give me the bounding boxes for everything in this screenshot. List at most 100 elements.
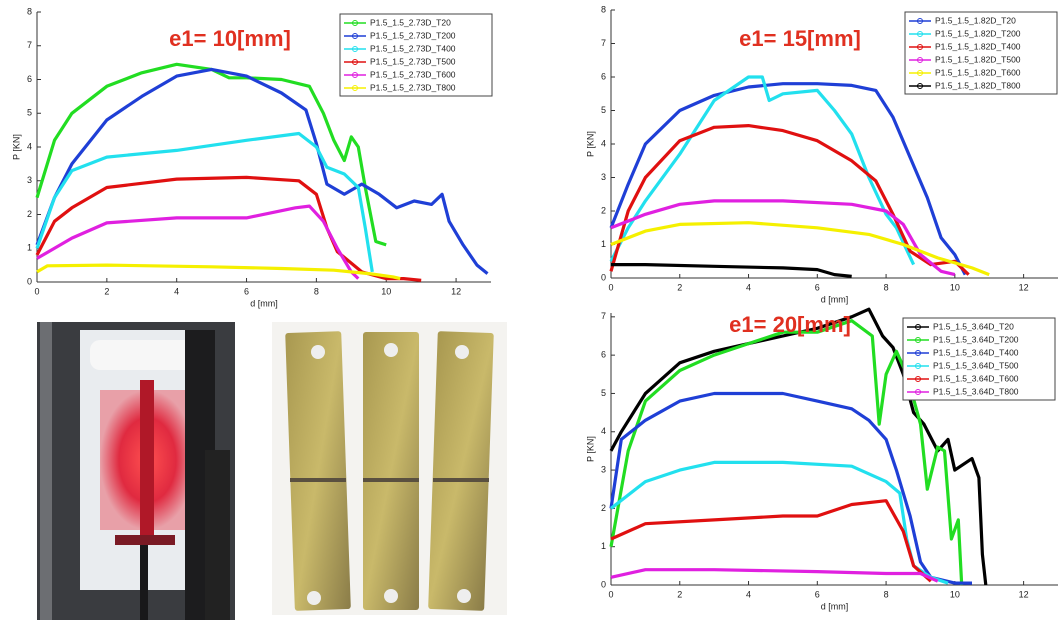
y-tick-label: 6 (27, 74, 32, 84)
x-axis-label: d [mm] (250, 298, 278, 308)
x-tick-label: 2 (677, 282, 682, 292)
y-tick-label: 6 (601, 71, 606, 81)
y-tick-label: 1 (27, 243, 32, 253)
x-tick-label: 2 (677, 589, 682, 599)
legend-label: P1.5_1.5_1.82D_T500 (935, 54, 1021, 64)
chart-title: e1= 20[mm] (729, 312, 851, 337)
legend: P1.5_1.5_1.82D_T20 P1.5_1.5_1.82D_T200 P1.… (904, 11, 1058, 95)
data-line (609, 307, 988, 586)
data-line (610, 221, 990, 277)
legend-box (339, 13, 493, 97)
legend-label: P1.5_1.5_1.82D_T600 (935, 67, 1021, 77)
legend-marker (915, 389, 921, 395)
data-line (35, 175, 422, 282)
x-tick-label: 12 (1019, 282, 1029, 292)
data-line (35, 131, 374, 273)
x-tick-label: 8 (884, 589, 889, 599)
y-tick-label: 5 (601, 105, 606, 115)
legend: P1.5_1.5_2.73D_T20 P1.5_1.5_2.73D_T200 P1.… (339, 13, 493, 97)
y-tick-label: 4 (601, 138, 606, 148)
y-axis-label: P [KN] (11, 134, 21, 160)
legend-marker (915, 376, 921, 382)
legend-marker (352, 33, 358, 39)
y-tick-label: 7 (601, 38, 606, 48)
y-tick-label: 2 (601, 503, 606, 513)
data-line (35, 67, 489, 275)
y-tick-label: 8 (27, 6, 32, 16)
legend-label: P1.5_1.5_3.64D_T20 (933, 321, 1014, 331)
legend-marker (915, 337, 921, 343)
y-tick-label: 2 (27, 209, 32, 219)
legend-box (902, 317, 1056, 401)
chart-title: e1= 10[mm] (169, 26, 291, 51)
x-tick-label: 4 (174, 286, 179, 296)
legend-marker (352, 46, 358, 52)
legend-label: P1.5_1.5_1.82D_T800 (935, 80, 1021, 90)
furnace-photo (37, 322, 235, 620)
y-axis-label: P [KN] (585, 436, 595, 462)
x-tick-label: 6 (815, 589, 820, 599)
legend-label: P1.5_1.5_3.64D_T600 (933, 373, 1019, 383)
legend-label: P1.5_1.5_3.64D_T800 (933, 386, 1019, 396)
legend-marker (352, 59, 358, 65)
data-line (610, 568, 939, 583)
y-tick-label: 7 (601, 311, 606, 321)
legend-marker (352, 85, 358, 91)
x-tick-label: 0 (608, 589, 613, 599)
legend: P1.5_1.5_3.64D_T20 P1.5_1.5_3.64D_T200 P1.… (902, 317, 1056, 401)
x-tick-label: 8 (314, 286, 319, 296)
legend-label: P1.5_1.5_2.73D_T200 (370, 30, 456, 40)
y-tick-label: 3 (601, 172, 606, 182)
y-tick-label: 0 (601, 272, 606, 282)
y-axis-label: P [KN] (585, 131, 595, 157)
legend-label: P1.5_1.5_2.73D_T400 (370, 43, 456, 53)
legend-label: P1.5_1.5_3.64D_T200 (933, 334, 1019, 344)
legend-label: P1.5_1.5_1.82D_T400 (935, 41, 1021, 51)
x-tick-label: 12 (1019, 589, 1029, 599)
data-line (610, 199, 956, 277)
legend-label: P1.5_1.5_2.73D_T500 (370, 56, 456, 66)
legend-label: P1.5_1.5_2.73D_T20 (370, 17, 451, 27)
legend-label: P1.5_1.5_3.64D_T500 (933, 360, 1019, 370)
legend-marker (915, 363, 921, 369)
chart-title: e1= 15[mm] (739, 26, 861, 51)
y-tick-label: 3 (27, 175, 32, 185)
y-tick-label: 7 (27, 40, 32, 50)
x-tick-label: 4 (746, 589, 751, 599)
data-line (36, 263, 401, 281)
y-tick-label: 5 (27, 108, 32, 118)
legend-marker (915, 350, 921, 356)
y-tick-label: 4 (601, 426, 606, 436)
x-tick-label: 10 (950, 589, 960, 599)
x-tick-label: 10 (950, 282, 960, 292)
y-tick-label: 4 (27, 141, 32, 151)
y-tick-label: 3 (601, 464, 606, 474)
x-axis-label: d [mm] (821, 294, 849, 304)
y-tick-label: 0 (27, 276, 32, 286)
y-tick-label: 6 (601, 350, 606, 360)
x-tick-label: 4 (746, 282, 751, 292)
legend-marker (915, 324, 921, 330)
legend-label: P1.5_1.5_1.82D_T200 (935, 28, 1021, 38)
data-line (36, 204, 360, 280)
x-tick-label: 0 (608, 282, 613, 292)
data-line (609, 124, 970, 276)
x-tick-label: 6 (815, 282, 820, 292)
y-tick-label: 1 (601, 541, 606, 551)
legend-marker (352, 72, 358, 78)
x-tick-label: 6 (244, 286, 249, 296)
legend-marker (917, 18, 923, 24)
x-tick-label: 0 (34, 286, 39, 296)
legend-marker (917, 83, 923, 89)
data-line (609, 82, 967, 276)
legend-marker (917, 31, 923, 37)
legend-marker (917, 57, 923, 63)
x-axis-label: d [mm] (821, 601, 849, 611)
y-tick-label: 0 (601, 579, 606, 589)
data-line (609, 319, 964, 586)
y-tick-label: 1 (601, 239, 606, 249)
legend-box (904, 11, 1058, 95)
